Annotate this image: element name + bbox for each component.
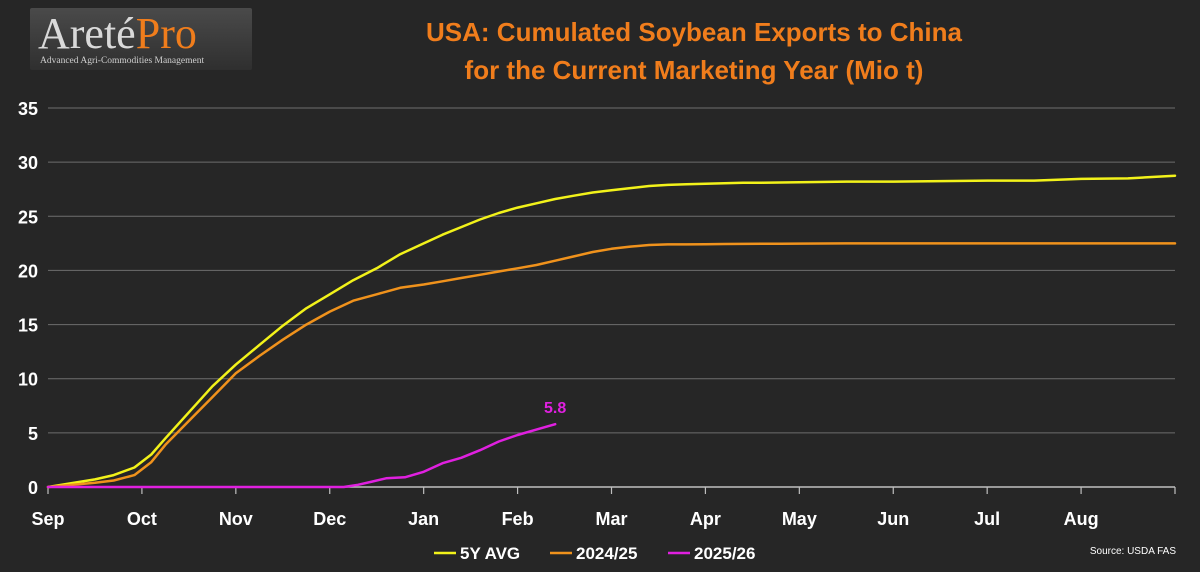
series-line-5y-avg [46,174,1177,489]
x-tick-label: Nov [219,509,253,529]
y-tick-label: 35 [18,99,38,119]
chart-title-line-2: for the Current Marketing Year (Mio t) [464,55,924,85]
y-tick-label: 15 [18,316,38,336]
series-line-2024-25 [46,242,1177,489]
y-tick-label: 25 [18,207,38,227]
x-tick-label: Jun [877,509,909,529]
y-tick-label: 0 [28,478,38,498]
x-tick-label: May [782,509,817,529]
y-tick-label: 20 [18,261,38,281]
x-tick-label: Mar [595,509,627,529]
y-tick-label: 5 [28,424,38,444]
x-tick-label: Apr [690,509,721,529]
aretepro-logo: AretéPro Advanced Agri-Commodities Manag… [30,8,252,70]
x-tick-label: Jul [974,509,1000,529]
legend-label: 5Y AVG [460,544,520,563]
logo-wordmark: AretéPro [38,10,197,58]
x-tick-label: Dec [313,509,346,529]
data-label-last-value: 5.8 [544,400,566,417]
y-tick-label: 30 [18,153,38,173]
series-line-2025-26 [46,422,557,489]
x-tick-label: Feb [502,509,534,529]
source-note: Source: USDA FAS [1089,546,1176,557]
legend-label: 2025/26 [694,544,755,563]
x-tick-label: Jan [408,509,439,529]
legend-label: 2024/25 [576,544,637,563]
x-tick-label: Aug [1064,509,1099,529]
logo-accent: Pro [135,9,197,58]
x-tick-label: Sep [31,509,64,529]
legend: 5Y AVG 2024/25 2025/26 [434,544,755,563]
logo-word: Areté [38,9,136,58]
logo-tagline: Advanced Agri-Commodities Management [40,56,205,66]
x-tick-label: Oct [127,509,157,529]
y-tick-label: 10 [18,370,38,390]
chart-title-line-1: USA: Cumulated Soybean Exports to China [426,17,962,47]
